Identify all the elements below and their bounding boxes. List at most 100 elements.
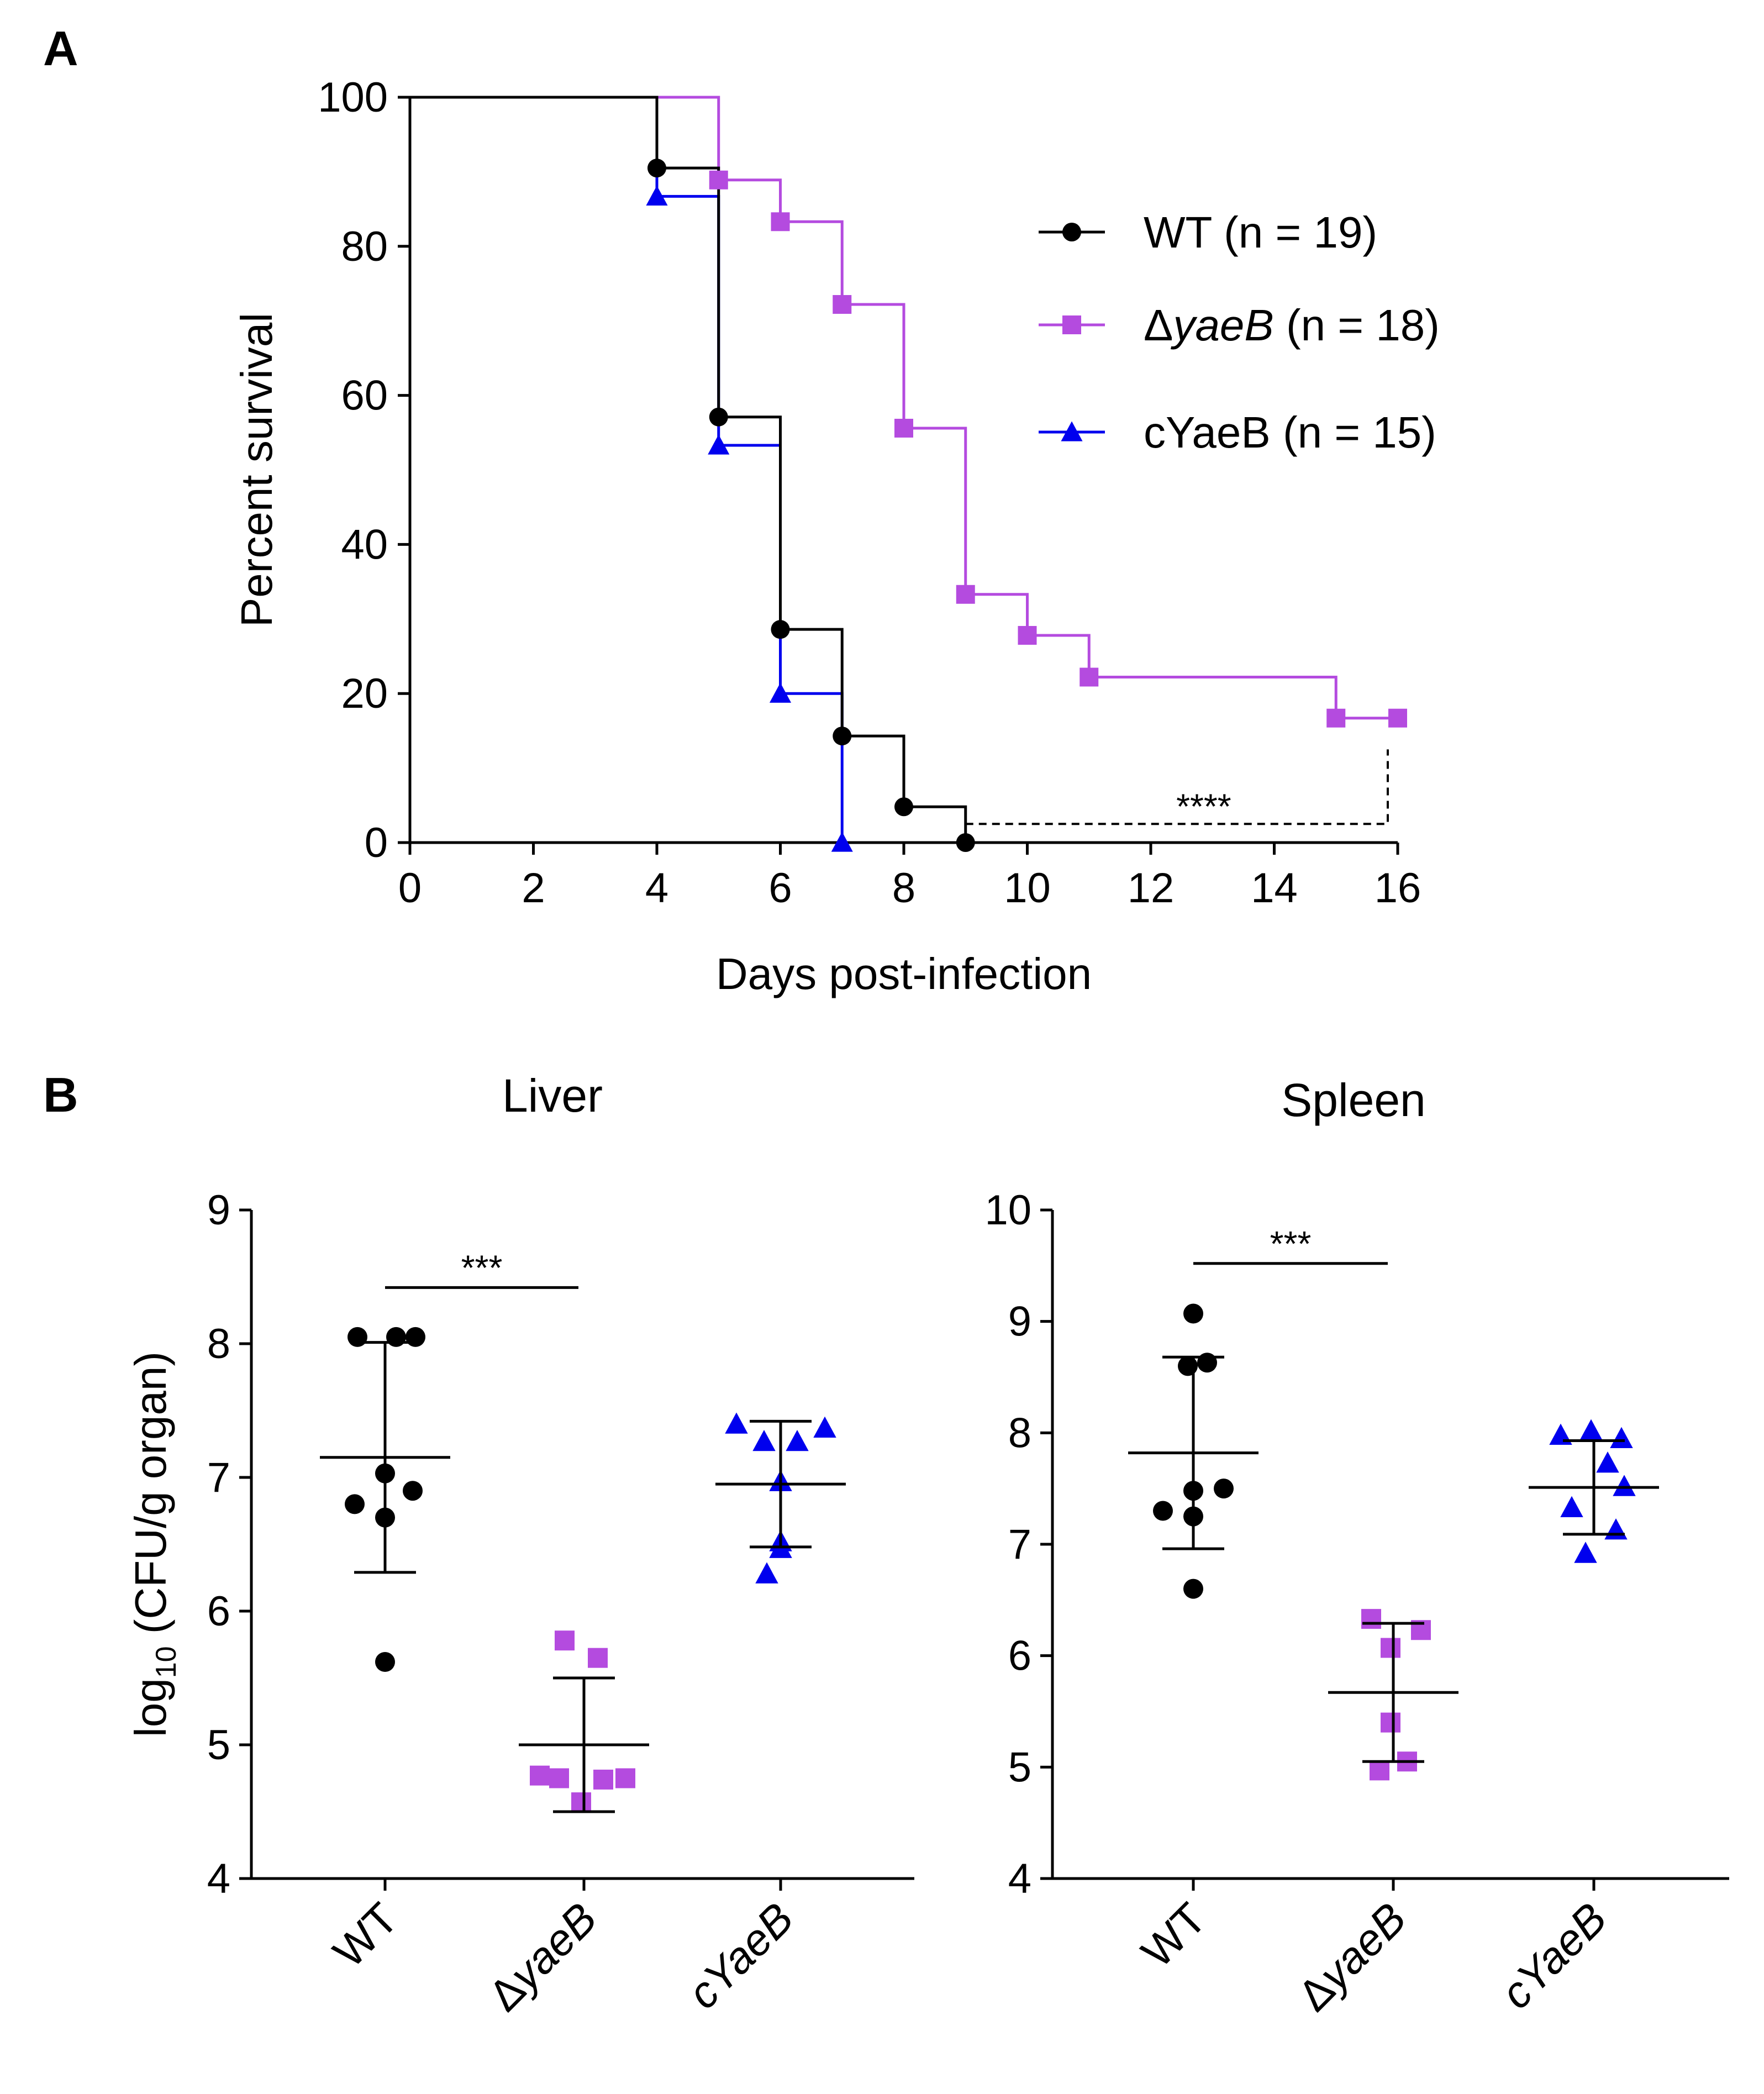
y-axis-title-main: log <box>126 1678 175 1737</box>
x-tick-label: 6 <box>768 865 792 912</box>
y-tick-label: 8 <box>1008 1409 1031 1456</box>
data-point <box>1361 1609 1381 1629</box>
data-point <box>1153 1501 1173 1521</box>
significance-label: **** <box>1176 786 1231 826</box>
survival-marker <box>1388 708 1407 728</box>
panel-a-label: A <box>43 21 78 76</box>
legend-suffix: (n = 15) <box>1271 408 1436 457</box>
y-tick-label: 7 <box>1008 1521 1031 1568</box>
survival-marker <box>771 620 790 639</box>
panel-b-label: B <box>43 1067 78 1122</box>
significance-label: *** <box>1270 1224 1312 1264</box>
data-point <box>1381 1638 1400 1658</box>
data-point <box>1197 1353 1217 1373</box>
survival-marker <box>647 159 666 178</box>
survival-marker <box>833 727 852 746</box>
y-tick-label: 100 <box>318 74 388 121</box>
survival-marker <box>894 797 913 817</box>
y-tick-label: 10 <box>984 1187 1031 1234</box>
x-axis-title: Days post-infection <box>716 949 1092 998</box>
data-point <box>530 1765 550 1786</box>
y-tick-label: 9 <box>1008 1298 1031 1345</box>
x-tick-label: 0 <box>398 865 422 912</box>
data-point <box>1183 1303 1203 1324</box>
data-point <box>347 1327 367 1347</box>
category-label: ΔyaeB <box>479 1893 606 2021</box>
legend-marker-2 <box>1061 421 1083 441</box>
y-tick-label: 20 <box>341 670 388 717</box>
legend-marker-0 <box>1062 223 1081 241</box>
legend-entry-0: WT (n = 19) <box>1144 208 1377 257</box>
category-label: WT <box>1132 1893 1215 1977</box>
legend-entry-2: cYaeB (n = 15) <box>1144 408 1436 457</box>
data-point <box>1579 1419 1603 1440</box>
y-tick-label: 5 <box>1008 1744 1031 1791</box>
legend-suffix: (n = 18) <box>1274 301 1440 350</box>
y-tick-label: 60 <box>341 372 388 419</box>
y-axis-title-rest: (CFU/g organ) <box>126 1351 175 1646</box>
survival-chart: 0 20 40 60 80 100 0 2 4 6 8 10 12 14 16 Days post-infec… <box>232 74 1440 998</box>
y-axis-title: Percent survival <box>232 313 281 627</box>
y-tick-label: 40 <box>341 521 388 568</box>
data-point <box>755 1562 778 1583</box>
data-point <box>725 1412 748 1434</box>
survival-marker <box>831 832 853 852</box>
category-plain: WT <box>1132 1893 1215 1977</box>
survival-marker <box>894 418 913 438</box>
data-point <box>386 1327 406 1347</box>
x-tick-label: 10 <box>1004 865 1051 912</box>
survival-marker <box>1080 667 1099 687</box>
spleen-chart: Spleen 4 5 6 7 8 9 10 WT ΔyaeB cYaeB *** <box>984 1074 1729 2021</box>
y-tick-label: 5 <box>207 1722 230 1769</box>
survival-marker <box>709 170 728 190</box>
category-label: WT <box>324 1893 407 1977</box>
y-axis-title-sub: 10 <box>150 1646 182 1678</box>
survival-marker <box>1018 625 1037 645</box>
category-label: cYaeB <box>678 1893 803 2018</box>
y-tick-label: 8 <box>207 1320 230 1367</box>
significance-label: *** <box>461 1248 503 1287</box>
data-point <box>1610 1427 1633 1449</box>
data-point <box>1613 1475 1636 1496</box>
data-point <box>1596 1451 1619 1473</box>
category-italic: cYaeB <box>1492 1893 1616 2018</box>
data-point <box>813 1416 836 1438</box>
y-tick-label: 0 <box>365 819 388 866</box>
survival-line-0 <box>410 96 967 843</box>
survival-marker <box>769 682 792 703</box>
data-point <box>549 1768 569 1788</box>
legend-italic: yaeB <box>1170 301 1273 350</box>
data-point <box>571 1792 591 1813</box>
data-point <box>403 1481 423 1501</box>
survival-marker <box>709 407 728 427</box>
y-tick-label: 6 <box>1008 1633 1031 1680</box>
data-point <box>593 1769 613 1790</box>
x-tick-label: 8 <box>892 865 915 912</box>
y-axis-title: log10 (CFU/g organ) <box>126 1351 182 1737</box>
data-point <box>1183 1579 1203 1599</box>
data-point <box>345 1494 365 1514</box>
legend-prefix: Δ <box>1144 301 1173 350</box>
data-point <box>406 1327 425 1347</box>
data-point <box>1214 1479 1234 1499</box>
data-point <box>588 1648 608 1668</box>
category-plain: WT <box>324 1893 407 1977</box>
x-tick-label: 2 <box>522 865 545 912</box>
legend-marker-1 <box>1062 315 1081 334</box>
panel-title: Spleen <box>1281 1074 1426 1126</box>
panel-title: Liver <box>502 1070 603 1122</box>
legend-prefix: cYaeB <box>1144 408 1271 457</box>
legend-suffix: (n = 19) <box>1212 208 1377 257</box>
survival-marker <box>771 212 790 232</box>
data-point <box>1604 1518 1628 1540</box>
y-tick-label: 4 <box>1008 1855 1031 1902</box>
category-label: cYaeB <box>1492 1893 1616 2018</box>
data-point <box>786 1429 809 1451</box>
survival-line-1 <box>410 96 1398 720</box>
survival-marker <box>833 295 852 314</box>
category-label: ΔyaeB <box>1288 1893 1415 2021</box>
data-point <box>615 1768 635 1788</box>
data-point <box>1574 1541 1597 1563</box>
